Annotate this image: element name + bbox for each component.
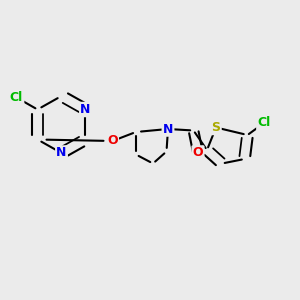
Text: N: N	[80, 103, 91, 116]
Text: N: N	[163, 122, 173, 136]
Text: N: N	[56, 146, 67, 160]
Text: O: O	[193, 146, 203, 160]
Text: O: O	[107, 134, 118, 148]
Text: Cl: Cl	[257, 116, 271, 130]
Text: S: S	[212, 121, 220, 134]
Text: Cl: Cl	[10, 91, 23, 104]
